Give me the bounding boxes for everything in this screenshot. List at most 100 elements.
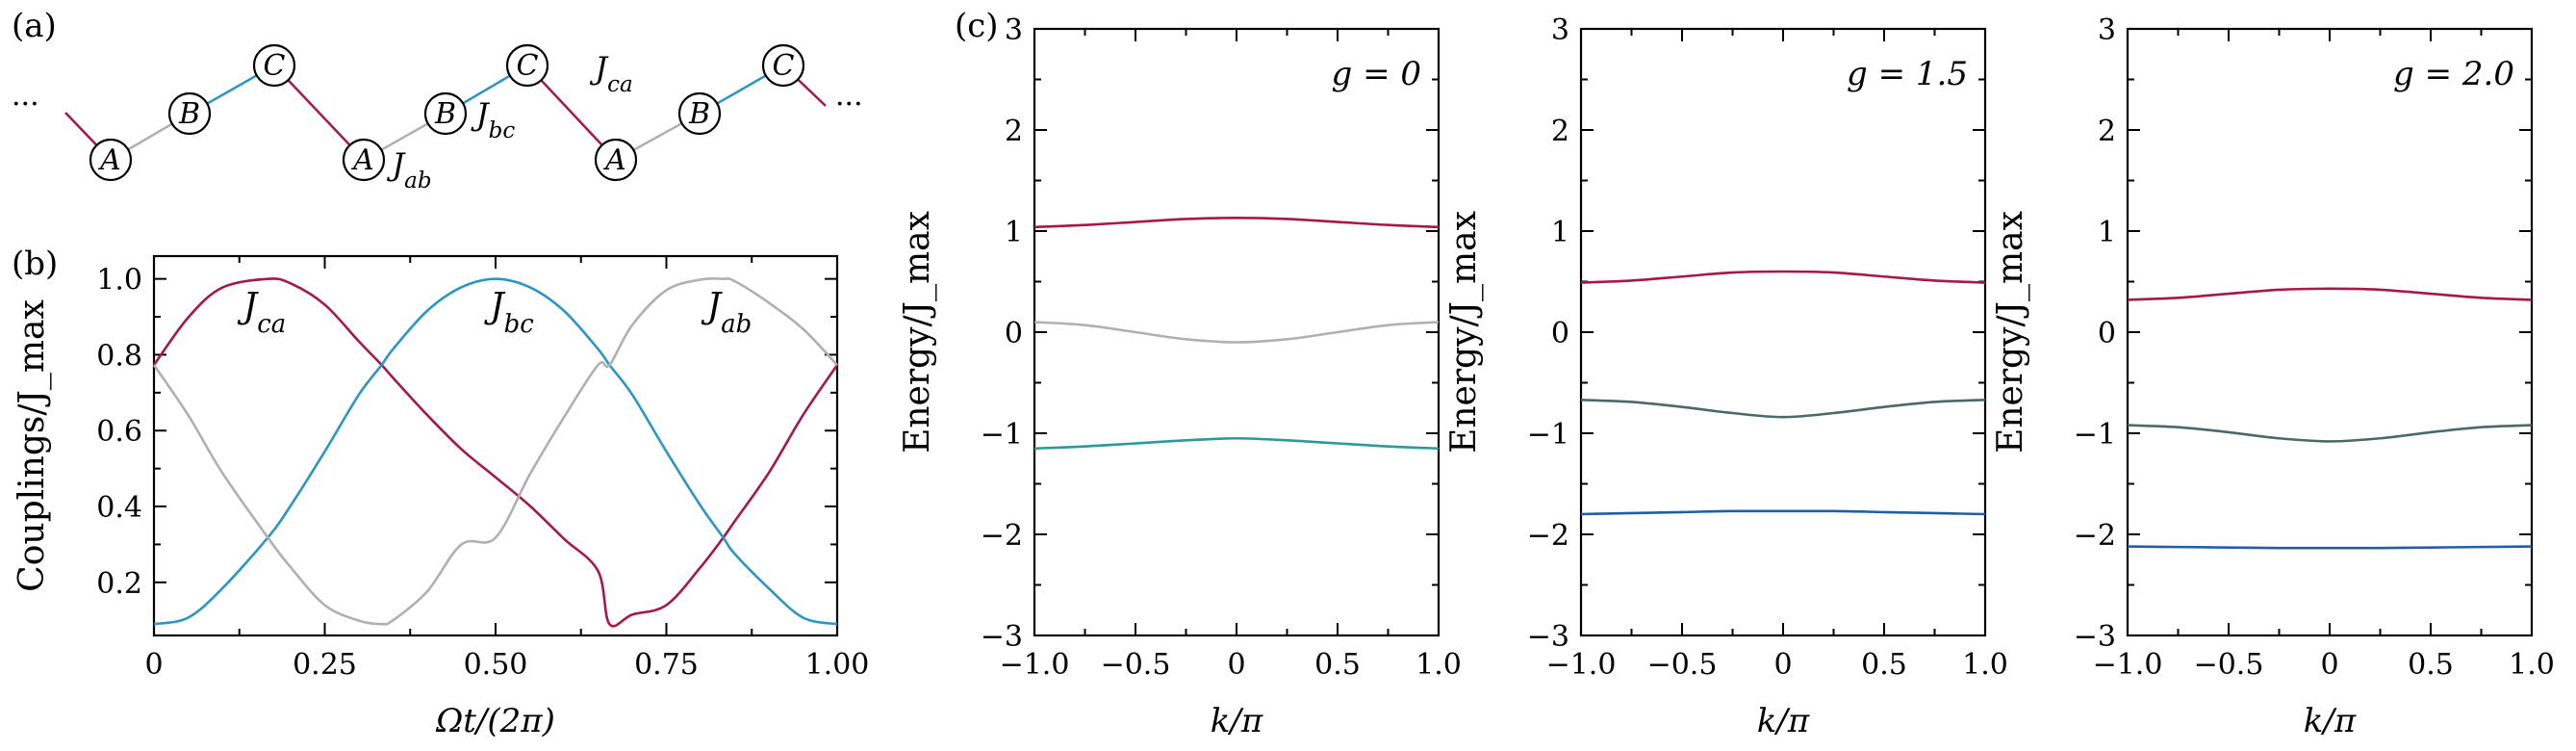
x-tick-label: 0.75 bbox=[634, 648, 699, 682]
x-tick-label: 0.25 bbox=[293, 648, 357, 682]
x-tick-label: −0.5 bbox=[2194, 648, 2264, 682]
y-tick-label: 3 bbox=[1005, 13, 1023, 47]
y-tick-label: −3 bbox=[2074, 620, 2116, 654]
g-annotation: g = 2.0 bbox=[2393, 55, 2514, 93]
panel-label-b: (b) bbox=[12, 245, 58, 283]
x-tick-label: 0.50 bbox=[464, 648, 528, 682]
site-label: C bbox=[773, 49, 795, 83]
g-annotation: g = 1.5 bbox=[1847, 55, 1968, 93]
x-axis-label: k/π bbox=[1211, 702, 1263, 740]
x-tick-label: 1.0 bbox=[1962, 648, 2008, 682]
x-tick-label: −1.0 bbox=[2093, 648, 2163, 682]
site-B bbox=[423, 91, 468, 136]
band-1-line bbox=[1033, 321, 1440, 344]
site-A bbox=[89, 138, 133, 182]
site-A bbox=[342, 138, 386, 182]
band-1-line bbox=[1580, 399, 1986, 419]
band-1-line bbox=[2127, 424, 2533, 443]
panel-label-a: (a) bbox=[12, 7, 57, 45]
label-J-ab: Jab bbox=[386, 146, 431, 194]
series-J_bc-line bbox=[153, 277, 838, 626]
site-label: C bbox=[517, 49, 539, 83]
plot-frame bbox=[1033, 27, 1441, 637]
x-tick-label: −0.5 bbox=[1647, 648, 1718, 682]
plot-frame bbox=[2126, 27, 2534, 637]
label-J-ca: Jca bbox=[589, 50, 632, 97]
x-tick-label: −0.5 bbox=[1101, 648, 1171, 682]
band-chart-g2.0: −1.0 −0.5 0 0.5 1.0 −3 −2 −1 0 1 2 3 g = 2.0 k/π Energ… bbox=[1991, 13, 2555, 740]
band-0-line bbox=[1580, 270, 1986, 284]
x-tick-label: 1.00 bbox=[805, 648, 870, 682]
x-tick-label: 0 bbox=[144, 648, 163, 682]
band-0-line bbox=[2127, 287, 2533, 301]
x-tick-label: 0 bbox=[2320, 648, 2338, 682]
y-axis-label: Energy/J_max bbox=[1444, 211, 1484, 453]
y-tick-label: 1.0 bbox=[96, 264, 142, 298]
y-axis-label: Couplings/J_max bbox=[13, 299, 52, 592]
site-label: C bbox=[264, 49, 286, 83]
bond bbox=[526, 65, 617, 161]
y-tick-label: −1 bbox=[981, 418, 1023, 452]
y-tick-label: 0.4 bbox=[96, 491, 142, 525]
y-tick-label: −3 bbox=[1527, 620, 1569, 654]
site-B bbox=[677, 91, 722, 136]
band-chart-g0: −1.0 −0.5 0 0.5 1.0 −3 −2 −1 0 1 2 3 g = 0 k/π Energy/… bbox=[898, 13, 1462, 740]
y-tick-label: −2 bbox=[1527, 519, 1569, 553]
y-tick-label: 0 bbox=[1551, 317, 1569, 350]
y-tick-label: −3 bbox=[981, 620, 1023, 654]
y-tick-label: −2 bbox=[981, 519, 1023, 553]
site-C bbox=[505, 43, 549, 88]
y-tick-label: 3 bbox=[2098, 13, 2116, 47]
band-2-line bbox=[1580, 509, 1986, 516]
band-2-line bbox=[1033, 436, 1440, 451]
x-tick-label: 0.5 bbox=[1314, 648, 1361, 682]
y-tick-label: −1 bbox=[2074, 418, 2116, 452]
site-label: B bbox=[688, 97, 710, 131]
legend-label-J_bc: Jbc bbox=[483, 287, 534, 339]
series-J_ca-line bbox=[152, 277, 839, 628]
site-B bbox=[167, 91, 212, 136]
y-tick-label: −1 bbox=[1527, 418, 1569, 452]
y-axis-label: Energy/J_max bbox=[898, 211, 937, 453]
y-tick-label: 0.8 bbox=[96, 339, 142, 373]
x-tick-label: −1.0 bbox=[1546, 648, 1617, 682]
site-C bbox=[761, 43, 805, 88]
x-tick-label: 0 bbox=[1773, 648, 1792, 682]
legend-label-J_ca: Jca bbox=[237, 287, 286, 339]
legend-label-J_ab: Jab bbox=[701, 287, 752, 339]
site-label: A bbox=[602, 143, 626, 177]
x-tick-label: 1.0 bbox=[2509, 648, 2555, 682]
chain-diagram: A B C A B C A B C ··· ··· Jab Jbc Jca bbox=[12, 43, 863, 194]
y-tick-label: 1 bbox=[1551, 216, 1569, 249]
plot-frame bbox=[1579, 27, 1987, 637]
band-0-line bbox=[1033, 217, 1440, 229]
site-label: B bbox=[178, 97, 200, 131]
x-axis-label: k/π bbox=[1757, 702, 1810, 740]
site-label: B bbox=[434, 97, 456, 131]
y-tick-label: 1 bbox=[2098, 216, 2116, 249]
y-tick-label: 0.2 bbox=[96, 567, 142, 601]
x-tick-label: −1.0 bbox=[1000, 648, 1070, 682]
y-tick-label: −2 bbox=[2074, 519, 2116, 553]
x-tick-label: 1.0 bbox=[1416, 648, 1462, 682]
x-tick-label: 0 bbox=[1227, 648, 1245, 682]
series-J_ab-line bbox=[152, 276, 838, 626]
ellipsis-right: ··· bbox=[835, 88, 863, 121]
site-A bbox=[594, 138, 638, 182]
band-2-line bbox=[2127, 545, 2533, 550]
g-annotation: g = 0 bbox=[1332, 55, 1422, 93]
y-tick-label: 2 bbox=[1005, 115, 1023, 148]
y-tick-label: 0 bbox=[1005, 317, 1023, 350]
panel-label-c: (c) bbox=[955, 7, 999, 45]
label-J-bc: Jbc bbox=[471, 96, 516, 143]
y-tick-label: 2 bbox=[2098, 115, 2116, 148]
x-axis-label: Ωt/(2π) bbox=[435, 702, 555, 740]
ellipsis-left: ··· bbox=[12, 88, 39, 121]
y-tick-label: 0.6 bbox=[96, 415, 142, 449]
y-tick-label: 3 bbox=[1551, 13, 1569, 47]
x-tick-label: 0.5 bbox=[2408, 648, 2454, 682]
y-tick-label: 2 bbox=[1551, 115, 1569, 148]
x-axis-label: k/π bbox=[2304, 702, 2357, 740]
y-axis-label: Energy/J_max bbox=[1991, 211, 2030, 453]
